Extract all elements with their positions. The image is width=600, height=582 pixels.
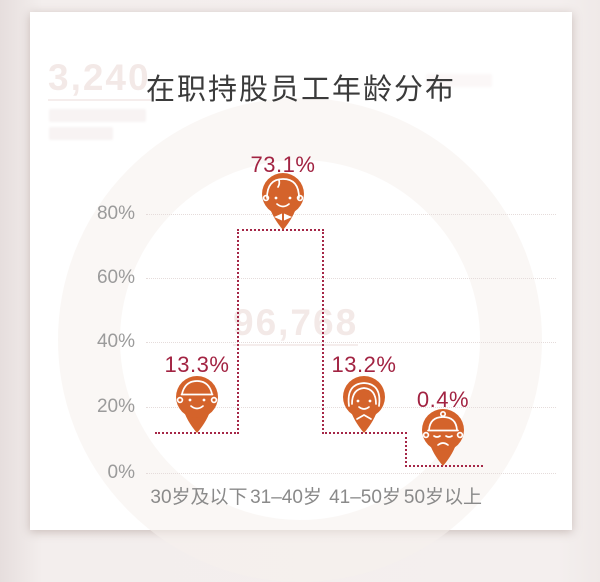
y-tick-label-80: 80% xyxy=(96,203,135,224)
man-bowtie-pin-icon xyxy=(262,173,304,230)
y-tick-label-0: 0% xyxy=(107,462,135,483)
watermark-number-center: 96,768 xyxy=(233,304,359,346)
y-tick-label-60: 60% xyxy=(96,267,135,288)
y-tick-label-20: 20% xyxy=(96,396,135,417)
step-line-segment-6 xyxy=(405,432,407,467)
step-line-segment-7 xyxy=(405,465,483,467)
value-label-41-50: 13.2% xyxy=(331,352,397,377)
value-label-30-and-under: 13.3% xyxy=(164,352,230,377)
watermark-number-top-left: 3,240 xyxy=(48,59,151,101)
elderly-man-pin-icon xyxy=(422,409,464,466)
content-card: 3,240 96,768 在职持股员工年龄分布 80% 60% 40% 20% … xyxy=(30,12,572,582)
watermark-text-blur-1 xyxy=(49,109,146,122)
y-tick-label-40: 40% xyxy=(96,331,135,352)
woman-pin-icon xyxy=(343,376,385,433)
step-line-segment-2 xyxy=(237,229,239,434)
data-point-pin-41-50 xyxy=(340,375,388,435)
step-line-segment-4 xyxy=(322,229,324,434)
value-label-31-40: 73.1% xyxy=(250,152,316,177)
gridline-80 xyxy=(146,214,556,215)
x-category-label-41-50: 41–50岁 xyxy=(329,487,401,508)
gridline-40 xyxy=(146,342,556,343)
x-category-label-31-40: 31–40岁 xyxy=(250,487,322,508)
x-category-label-30-and-under: 30岁及以下 xyxy=(150,487,248,508)
step-line-segment-3 xyxy=(237,229,324,231)
watermark-text-blur-3 xyxy=(426,74,492,87)
watermark-text-blur-2 xyxy=(49,127,113,140)
data-point-pin-over-50 xyxy=(419,408,467,468)
step-line-segment-5 xyxy=(322,432,407,434)
value-label-over-50: 0.4% xyxy=(416,387,470,412)
data-point-pin-31-40 xyxy=(259,172,307,232)
data-point-pin-30-and-under xyxy=(173,375,221,435)
gridline-0 xyxy=(146,473,556,474)
page-title: 在职持股员工年龄分布 xyxy=(145,74,456,106)
gridline-60 xyxy=(146,278,556,279)
young-man-pin-icon xyxy=(176,376,218,433)
age-distribution-chart: 80% 60% 40% 20% 0% 13.3% 73.1% 13.2% 0.4… xyxy=(30,12,572,530)
x-category-label-over-50: 50岁以上 xyxy=(403,487,483,508)
